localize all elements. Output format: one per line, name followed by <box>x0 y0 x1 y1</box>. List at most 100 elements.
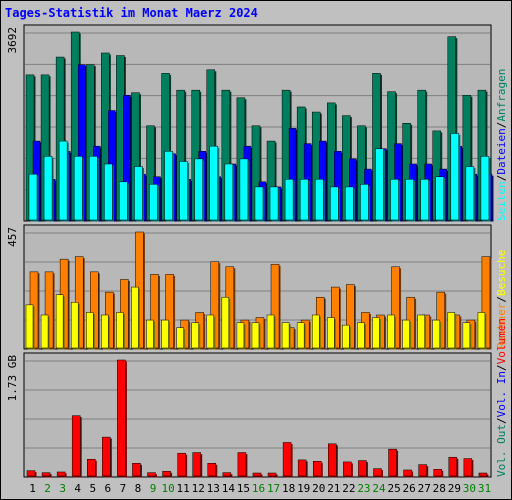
bar-seiten-14 <box>224 163 234 221</box>
legend-separator: / <box>495 417 508 424</box>
bar-besuche-31 <box>477 312 486 349</box>
x-tick-label-12: 12 <box>192 482 205 495</box>
bar-seiten-19 <box>299 179 309 221</box>
x-tick-label-3: 3 <box>59 482 66 495</box>
bar-volumen-23 <box>358 460 367 477</box>
bar-volumen-22 <box>343 461 352 477</box>
bar-volumen-19 <box>297 459 307 477</box>
x-tick-label-5: 5 <box>89 482 96 495</box>
legend-entry: Volumen <box>495 318 508 364</box>
x-tick-label-26: 26 <box>403 482 416 495</box>
y-max-label-bottom: 1.73 GB <box>6 355 19 402</box>
bar-volumen-29 <box>448 456 458 477</box>
x-tick-label-14: 14 <box>222 482 236 495</box>
bar-volumen-21 <box>328 443 337 477</box>
legend-separator: / <box>495 364 508 371</box>
bar-seiten-25 <box>390 179 399 221</box>
bar-besuche-26 <box>402 319 410 349</box>
x-tick-label-8: 8 <box>135 482 142 495</box>
bar-besuche-22 <box>342 324 350 349</box>
bar-besuche-14 <box>221 296 230 349</box>
bar-besuche-5 <box>86 312 94 349</box>
bar-volumen-28 <box>433 469 442 477</box>
bar-besuche-29 <box>447 312 456 349</box>
legend-top: Seiten/Dateien/Anfragen <box>495 69 508 221</box>
bar-volumen-10 <box>162 471 171 477</box>
bar-besuche-3 <box>55 294 64 349</box>
x-tick-label-16: 16 <box>252 482 265 495</box>
x-tick-label-21: 21 <box>327 482 340 495</box>
x-tick-label-6: 6 <box>105 482 112 495</box>
bar-volumen-31 <box>478 472 488 477</box>
bar-volumen-13 <box>207 463 217 477</box>
x-tick-label-28: 28 <box>433 482 446 495</box>
legend-entry: Anfragen <box>495 69 508 122</box>
bar-besuche-15 <box>236 322 245 349</box>
bar-volumen-15 <box>237 452 247 477</box>
legend-separator: / <box>495 296 508 303</box>
bar-besuche-20 <box>311 314 320 349</box>
bar-seiten-9 <box>149 184 158 221</box>
y-max-label-middle: 457 <box>6 227 19 247</box>
bar-seiten-10 <box>164 151 173 221</box>
x-tick-label-17: 17 <box>267 482 280 495</box>
bar-volumen-24 <box>373 468 382 477</box>
bar-seiten-21 <box>330 186 339 221</box>
bar-volumen-27 <box>418 464 427 477</box>
bar-seiten-5 <box>89 156 98 221</box>
bar-volumen-14 <box>222 472 232 477</box>
bar-besuche-2 <box>40 314 49 349</box>
bar-besuche-10 <box>161 319 169 349</box>
x-tick-label-29: 29 <box>448 482 461 495</box>
bar-volumen-6 <box>102 436 111 477</box>
x-tick-label-27: 27 <box>418 482 431 495</box>
bar-seiten-30 <box>465 166 475 221</box>
bar-seiten-2 <box>43 156 53 221</box>
bar-seiten-3 <box>58 140 68 221</box>
bar-besuche-16 <box>251 322 260 349</box>
x-tick-label-9: 9 <box>150 482 157 495</box>
bar-besuche-24 <box>372 317 380 349</box>
plot-area-bottom <box>23 352 492 478</box>
x-tick-label-2: 2 <box>44 482 51 495</box>
bar-seiten-1 <box>28 173 38 221</box>
bar-besuche-6 <box>101 314 109 349</box>
bar-seiten-27 <box>420 179 429 221</box>
x-tick-label-22: 22 <box>342 482 355 495</box>
legend-separator: / <box>495 122 508 129</box>
bar-volumen-4 <box>71 415 81 477</box>
legend-entry: Dateien <box>495 128 508 174</box>
y-max-label-top: 3692 <box>6 27 19 54</box>
bar-volumen-17 <box>267 472 277 477</box>
bar-volumen-26 <box>403 469 412 477</box>
bar-seiten-15 <box>239 158 249 221</box>
bar-besuche-18 <box>281 322 290 349</box>
x-tick-label-20: 20 <box>312 482 325 495</box>
bar-volumen-25 <box>388 448 397 477</box>
bar-besuche-27 <box>417 314 425 349</box>
legend-entry: Vol. Out <box>495 424 508 477</box>
bar-besuche-12 <box>191 322 199 349</box>
bar-besuche-13 <box>206 314 215 349</box>
bar-seiten-31 <box>480 156 490 221</box>
chart-title: Tages-Statistik im Monat Maerz 2024 <box>5 6 258 20</box>
bar-besuche-25 <box>387 314 395 349</box>
bar-seiten-13 <box>209 145 219 221</box>
bar-besuche-23 <box>357 322 365 349</box>
x-tick-label-25: 25 <box>387 482 400 495</box>
bar-besuche-11 <box>176 327 184 349</box>
bar-volumen-16 <box>252 472 262 477</box>
bar-volumen-20 <box>312 460 322 477</box>
legend-bottom: Vol. Out/Vol. In/Volumen <box>495 318 508 477</box>
x-tick-label-30: 30 <box>463 482 476 495</box>
bar-volumen-3 <box>56 471 66 477</box>
bar-volumen-5 <box>87 458 96 477</box>
legend-separator: / <box>495 175 508 182</box>
bar-besuche-28 <box>432 319 440 349</box>
x-tick-label-15: 15 <box>237 482 250 495</box>
bar-besuche-17 <box>266 314 275 349</box>
x-tick-label-4: 4 <box>74 482 81 495</box>
bar-besuche-4 <box>70 302 79 349</box>
x-tick-label-1: 1 <box>29 482 36 495</box>
